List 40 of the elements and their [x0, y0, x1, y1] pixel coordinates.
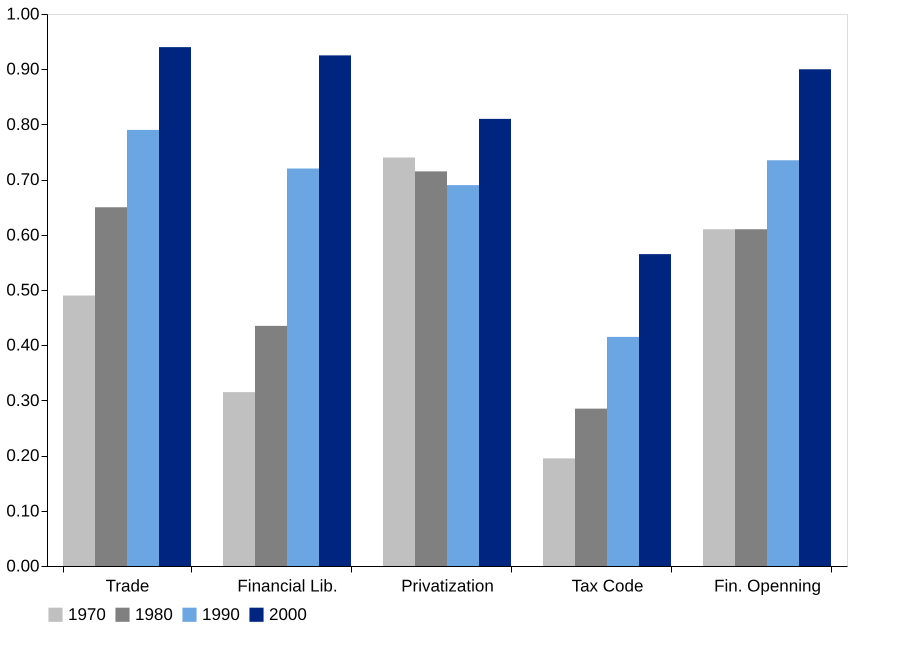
- bar: [447, 185, 479, 566]
- legend-label: 1980: [135, 604, 173, 624]
- bar: [767, 160, 799, 566]
- bar: [63, 296, 95, 566]
- bar: [255, 326, 287, 566]
- y-tick-label: 1.00: [6, 4, 40, 24]
- bar: [735, 229, 767, 566]
- bar: [319, 55, 351, 566]
- bar: [479, 118, 511, 566]
- legend-label: 2000: [269, 604, 307, 624]
- bar: [543, 458, 575, 566]
- y-tick-label: 0.90: [6, 60, 40, 79]
- bar: [703, 229, 735, 566]
- x-tick-label: Trade: [106, 576, 150, 596]
- legend-label: 1990: [202, 604, 240, 624]
- bar: [287, 168, 319, 566]
- bar: [95, 207, 127, 566]
- legend-label: 1970: [68, 604, 106, 624]
- x-tick-label: Tax Code: [572, 576, 644, 596]
- y-tick-label: 0.80: [6, 114, 40, 134]
- bar: [127, 130, 159, 566]
- bar: [415, 171, 447, 566]
- y-tick-label: 0.40: [6, 336, 40, 355]
- bar: [383, 158, 415, 566]
- bar: [159, 47, 191, 566]
- x-tick-label: Financial Lib.: [237, 576, 338, 596]
- y-tick-label: 0.60: [6, 225, 40, 244]
- bar: [575, 408, 607, 566]
- y-tick-label: 0.00: [6, 556, 40, 576]
- bar: [639, 254, 671, 566]
- bar: [223, 392, 255, 566]
- y-tick-label: 0.50: [6, 280, 40, 300]
- y-tick-label: 0.20: [6, 446, 40, 466]
- bar: [607, 336, 639, 566]
- x-tick-label: Privatization: [401, 576, 494, 596]
- y-tick-label: 0.70: [6, 170, 40, 190]
- x-tick-label: Fin. Openning: [714, 576, 821, 596]
- y-tick-label: 0.30: [6, 390, 40, 410]
- bar: [799, 69, 831, 566]
- y-tick-label: 0.10: [6, 501, 40, 520]
